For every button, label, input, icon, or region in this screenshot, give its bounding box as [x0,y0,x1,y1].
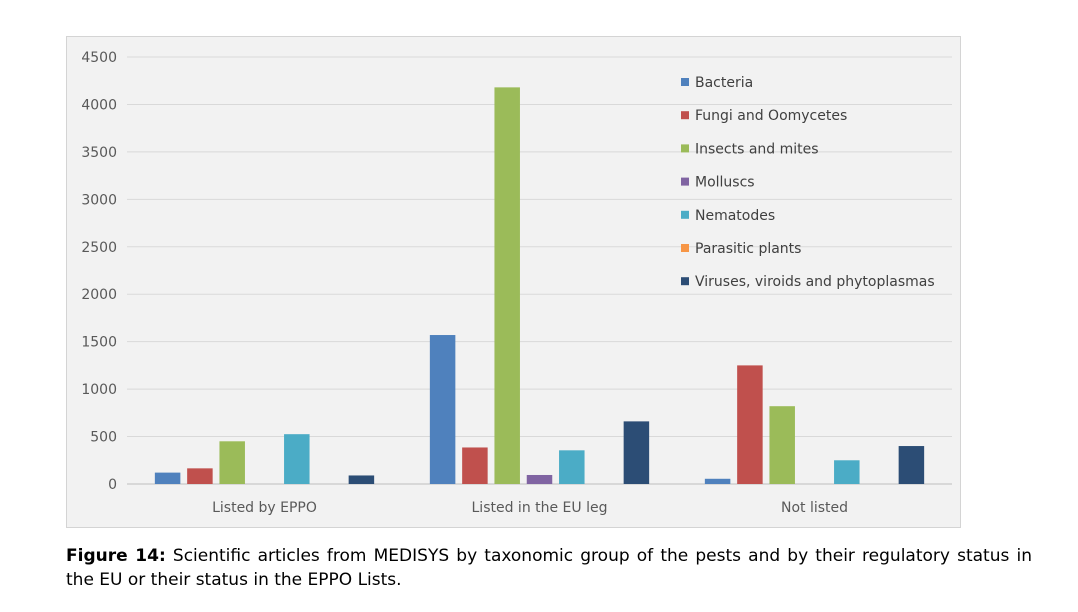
bar-bacteria-2 [704,478,731,484]
figure-caption: Figure 14: Scientific articles from MEDI… [66,544,1032,592]
y-tick-label: 2000 [81,287,117,303]
bar-chart: 0 500 1000 1500 2000 2500 3000 3500 4000 4500 Lis… [81,50,952,516]
legend-swatch [681,277,689,286]
legend-label: Parasitic plants [695,241,801,257]
x-axis-ticks: Listed by EPPO Listed in the EU leg Not li… [212,500,848,516]
y-tick-label: 4000 [81,97,117,113]
y-tick-label: 3000 [81,192,117,208]
bar-insects-and-mites-0 [219,441,245,484]
bar-viruses-viroids-and-phytoplasmas-1 [623,421,650,484]
bar-nematodes-0 [284,434,310,484]
y-tick-label: 1000 [81,382,117,398]
bar-insects-and-mites-2 [769,406,795,484]
legend-label: Fungi and Oomycetes [695,108,847,124]
caption-label: Figure 14: [66,546,166,566]
y-tick-label: 500 [90,430,117,446]
legend: Bacteria Fungi and Oomycetes Insects and m… [681,75,935,290]
bar-fungi-and-oomycetes-2 [737,365,763,484]
x-tick-label: Listed in the EU leg [472,500,608,516]
x-tick-label: Listed by EPPO [212,500,317,516]
bar-viruses-viroids-and-phytoplasmas-2 [898,446,925,484]
legend-swatch [681,177,689,186]
x-tick-label: Not listed [781,500,848,516]
chart-frame: 0 500 1000 1500 2000 2500 3000 3500 4000 4500 Lis… [66,36,961,528]
bar-nematodes-1 [559,450,585,484]
y-axis-ticks: 0 500 1000 1500 2000 2500 3000 3500 4000 4500 [81,50,117,493]
legend-label: Bacteria [695,75,753,91]
gridlines [127,56,952,485]
legend-swatch [681,144,689,153]
caption-text: Scientific articles from MEDISYS by taxo… [66,546,1032,590]
bar-fungi-and-oomycetes-1 [462,447,488,484]
bars [154,87,925,484]
legend-label: Nematodes [695,208,775,224]
bar-bacteria-0 [154,472,181,484]
y-tick-label: 4500 [81,50,117,66]
legend-label: Molluscs [695,175,755,191]
bar-insects-and-mites-1 [494,87,520,484]
y-tick-label: 0 [108,477,117,493]
bar-viruses-viroids-and-phytoplasmas-0 [348,475,375,484]
y-tick-label: 2500 [81,240,117,256]
legend-swatch [681,210,689,219]
bar-molluscs-1 [526,474,553,484]
legend-swatch [681,111,689,120]
y-tick-label: 1500 [81,335,117,351]
y-tick-label: 3500 [81,145,117,161]
bar-fungi-and-oomycetes-0 [187,468,213,484]
bar-bacteria-1 [429,335,456,484]
legend-label: Viruses, viroids and phytoplasmas [695,274,935,290]
legend-label: Insects and mites [695,141,819,157]
legend-swatch [681,78,689,86]
legend-swatch [681,244,689,252]
bar-nematodes-2 [834,460,860,484]
